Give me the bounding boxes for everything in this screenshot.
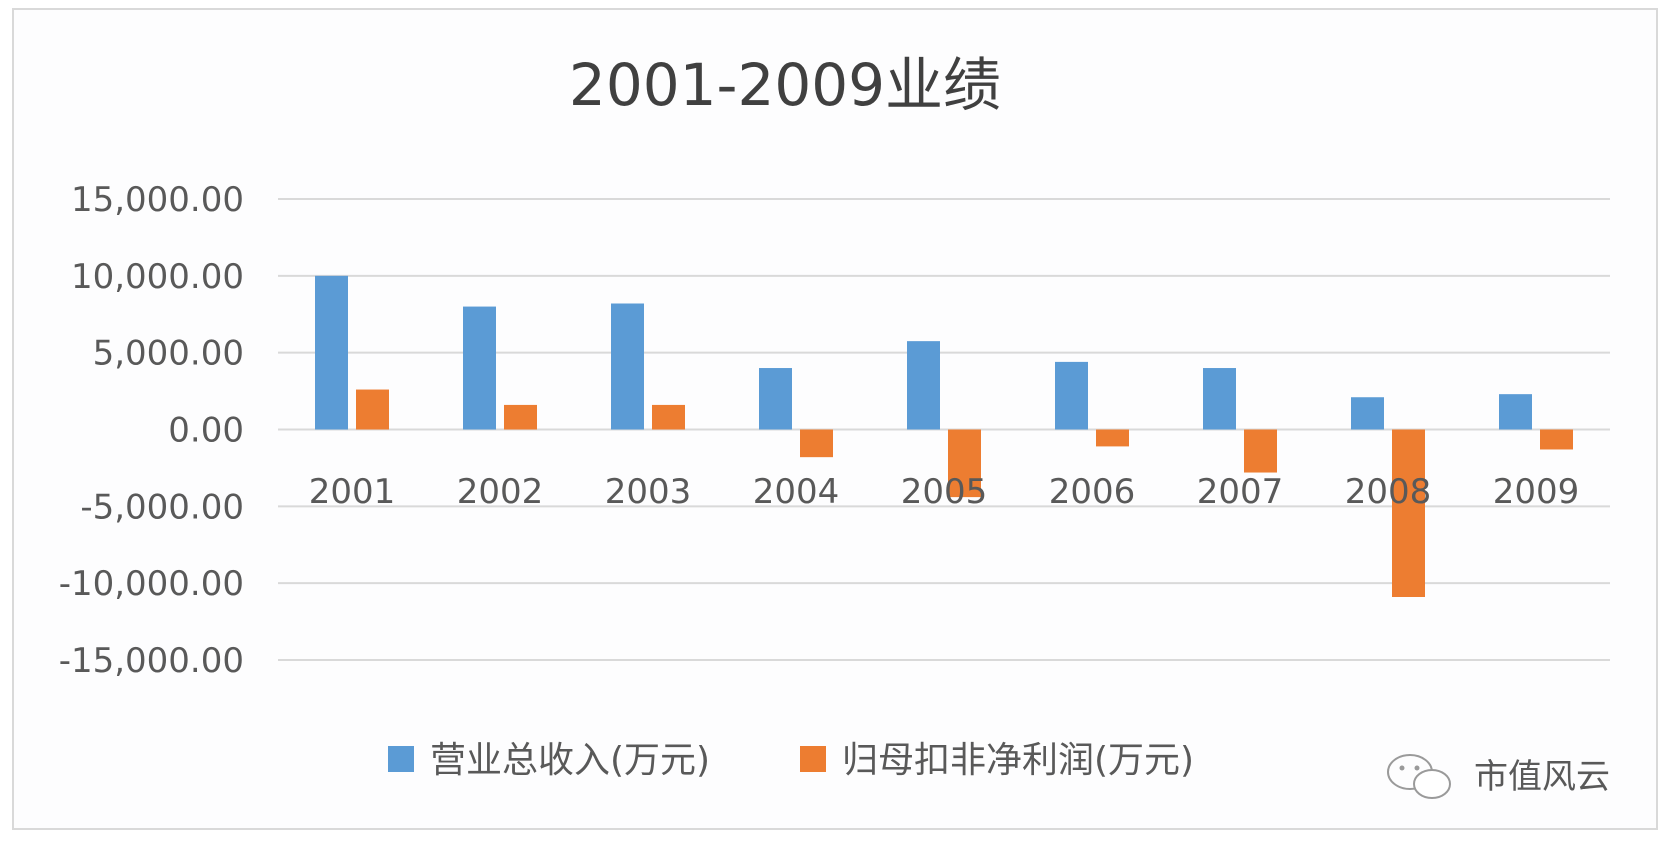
x-tick-label: 2005 [901, 472, 988, 512]
y-tick-label: 5,000.00 [93, 334, 244, 374]
x-tick-label: 2002 [457, 472, 544, 512]
bar-revenue-2007 [1203, 368, 1236, 430]
bar-net-profit-2003 [652, 404, 685, 430]
x-tick-label: 2007 [1197, 472, 1284, 512]
x-tick-label: 2003 [605, 472, 692, 512]
bar-revenue-2003 [611, 303, 644, 430]
legend-swatch-net-profit [800, 746, 826, 772]
wechat-logo-icon [1387, 754, 1451, 799]
bar-revenue-2001 [315, 275, 348, 430]
bar-net-profit-2009 [1540, 429, 1573, 450]
bar-net-profit-2001 [356, 389, 389, 430]
bar-net-profit-2007 [1244, 429, 1277, 473]
y-tick-label: 0.00 [168, 411, 244, 451]
chart-title: 2001-2009业绩 [569, 51, 1001, 119]
bar-revenue-2002 [463, 306, 496, 430]
x-axis: 2001 2002 2003 2004 2005 2006 2007 2008 2009 [309, 472, 1580, 512]
y-tick-label: -15,000.00 [59, 641, 244, 681]
bar-net-profit-2008 [1392, 429, 1425, 597]
y-tick-label: 15,000.00 [71, 180, 244, 220]
x-tick-label: 2001 [309, 472, 396, 512]
legend-swatch-revenue [388, 746, 414, 772]
x-tick-label: 2004 [753, 472, 840, 512]
bar-net-profit-2006 [1096, 429, 1129, 447]
x-tick-label: 2009 [1493, 472, 1580, 512]
x-tick-label: 2006 [1049, 472, 1136, 512]
watermark-text: 市值风云 [1474, 757, 1610, 797]
bar-revenue-2009 [1499, 394, 1532, 430]
y-tick-label: -10,000.00 [59, 564, 244, 604]
legend-label-revenue: 营业总收入(万元) [430, 740, 710, 781]
bar-net-profit-2004 [800, 429, 833, 458]
bar-revenue-2004 [759, 368, 792, 430]
x-tick-label: 2008 [1345, 472, 1432, 512]
bar-net-profit-2005 [948, 429, 981, 498]
bar-net-profit-2002 [504, 404, 537, 430]
grid-lines [278, 198, 1610, 661]
bars [315, 275, 1573, 597]
y-axis: 15,000.00 10,000.00 5,000.00 0.00 -5,000.00 -… [59, 180, 244, 681]
y-tick-label: 10,000.00 [71, 257, 244, 297]
watermark: 市值风云 [1387, 754, 1610, 799]
legend-label-net-profit: 归母扣非净利润(万元) [842, 740, 1194, 781]
bar-revenue-2005 [907, 341, 940, 430]
y-tick-label: -5,000.00 [80, 487, 244, 527]
bar-revenue-2006 [1055, 361, 1088, 430]
bar-revenue-2008 [1351, 397, 1384, 430]
legend: 营业总收入(万元) 归母扣非净利润(万元) [388, 740, 1194, 781]
